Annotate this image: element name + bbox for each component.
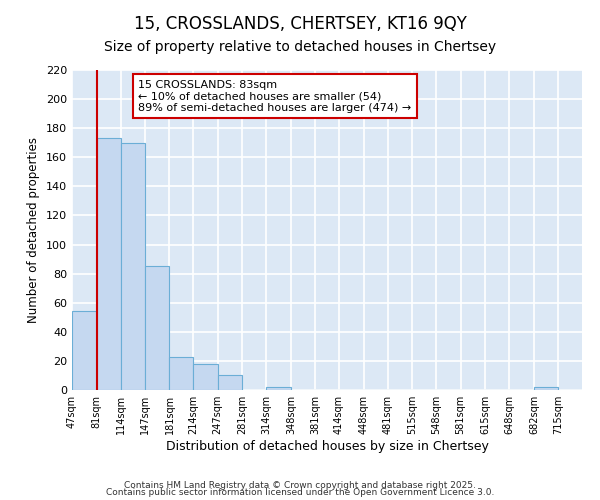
X-axis label: Distribution of detached houses by size in Chertsey: Distribution of detached houses by size … (166, 440, 488, 453)
Bar (121, 142, 145, 390)
Text: Contains public sector information licensed under the Open Government Licence 3.: Contains public sector information licen… (106, 488, 494, 497)
Bar (169, 356, 193, 390)
Bar (145, 266, 169, 390)
Y-axis label: Number of detached properties: Number of detached properties (28, 137, 40, 323)
Bar (534, 387, 558, 390)
Text: Size of property relative to detached houses in Chertsey: Size of property relative to detached ho… (104, 40, 496, 54)
Text: Contains HM Land Registry data © Crown copyright and database right 2025.: Contains HM Land Registry data © Crown c… (124, 480, 476, 490)
Bar (72, 312, 97, 390)
Text: 15 CROSSLANDS: 83sqm
← 10% of detached houses are smaller (54)
89% of semi-detac: 15 CROSSLANDS: 83sqm ← 10% of detached h… (139, 80, 412, 113)
Bar (266, 387, 291, 390)
Text: 15, CROSSLANDS, CHERTSEY, KT16 9QY: 15, CROSSLANDS, CHERTSEY, KT16 9QY (134, 15, 466, 33)
Bar (97, 138, 121, 390)
Bar (218, 376, 242, 390)
Bar (193, 364, 218, 390)
